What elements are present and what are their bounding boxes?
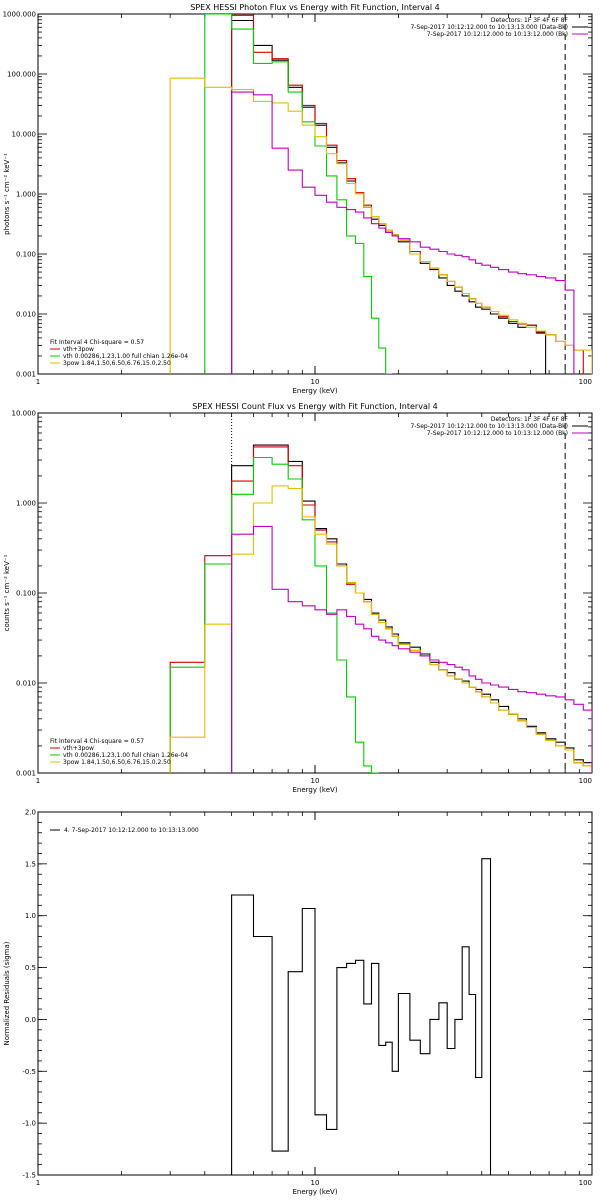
legend-entry: 7-Sep-2017 10:12:12.000 to 10:13:13.000 … [410, 423, 568, 430]
series-line-0 [231, 858, 492, 1175]
y-axis-label: counts s⁻¹ cm⁻² keV⁻¹ [3, 554, 11, 631]
y-tick-label: 0.001 [16, 371, 36, 379]
y-tick-label: 10.000 [12, 131, 37, 139]
y-tick-label: 100.000 [7, 71, 36, 79]
y-tick-label: 0.5 [25, 964, 36, 972]
series-line-1 [169, 446, 592, 773]
legend-entry: vth 0.00286,1.23,1.00 full chian 1.26e-0… [63, 752, 188, 759]
x-axis-label: Energy (keV) [292, 786, 337, 794]
legend-entry: Detectors: 1F 3F 4F 6F 8F [491, 17, 569, 24]
y-tick-label: 0.100 [16, 590, 36, 598]
legend-entry: Fit Interval 4 Chi-square = 0.57 [50, 738, 144, 745]
series-line-0 [231, 444, 592, 773]
series-line-0 [231, 19, 547, 374]
legend-entry: Detectors: 1F 3F 4F 6F 8F [491, 416, 569, 423]
x-axis-label: Energy (keV) [292, 1188, 337, 1196]
y-tick-label: 0.001 [16, 770, 36, 778]
y-tick-label: 0.0 [25, 1016, 36, 1024]
x-tick-label: 100 [579, 378, 592, 386]
y-tick-label: 1000.000 [3, 11, 36, 19]
legend-entry: vth 0.00286,1.23,1.00 full chian 1.26e-0… [63, 353, 188, 360]
y-tick-label: 0.100 [16, 251, 36, 259]
y-tick-label: -1.5 [22, 1172, 36, 1180]
x-tick-label: 10 [311, 378, 320, 386]
plot-area [169, 413, 592, 773]
residuals-panel: 1 10 100 Energy (keV) -1.5 -1.0 -0.5 0.0 0.5 1.0 1… [3, 809, 593, 1196]
x-tick-label: 100 [579, 1179, 592, 1187]
x-tick-label: 100 [579, 777, 592, 785]
y-tick-label: -1.0 [22, 1120, 36, 1128]
series-line-2 [204, 14, 393, 374]
chart-title: SPEX HESSI Count Flux vs Energy with Fit… [192, 402, 437, 411]
y-tick-label: 10.000 [12, 410, 37, 418]
photon-flux-panel: 1 10 100 Energy (keV) 0.001 0.010 0.100 1.000 10… [3, 3, 593, 395]
x-tick-label: 1 [36, 1179, 40, 1187]
y-tick-label: 0.010 [16, 311, 36, 319]
series-line-3 [169, 77, 592, 374]
legend-entry: 7-Sep-2017 10:12:12.000 to 10:13:13.000 … [410, 24, 568, 31]
y-tick-label: 2.0 [25, 809, 36, 817]
legend-entry: 7-Sep-2017 10:12:12.000 to 10:13:12.000 … [427, 430, 568, 437]
series-line-1 [231, 14, 584, 374]
chart-title: SPEX HESSI Photon Flux vs Energy with Fi… [190, 3, 440, 12]
legend-entry: 4. 7-Sep-2017 10:12:12.000 to 10:13:13.0… [64, 827, 199, 834]
x-axis-label: Energy (keV) [292, 387, 337, 395]
x-tick-label: 1 [36, 777, 40, 785]
y-tick-label: 1.000 [16, 500, 36, 508]
legend-entry: 3pow 1.84,1.50,6.50,6.76,15.0,2.50 [63, 360, 171, 367]
plot-area [231, 858, 492, 1175]
series-line-4 [231, 525, 592, 773]
plot-area [169, 14, 592, 374]
legend-entry: vth+3pow [63, 346, 94, 353]
legend-entry: vth+3pow [63, 745, 94, 752]
y-axis-label: photons s⁻¹ cm⁻² keV⁻¹ [3, 153, 11, 235]
y-tick-label: 1.5 [25, 860, 36, 868]
y-tick-label: 1.0 [25, 912, 36, 920]
y-tick-label: 0.010 [16, 680, 36, 688]
x-tick-label: 10 [311, 777, 320, 785]
x-tick-label: 1 [36, 378, 40, 386]
y-tick-label: -0.5 [22, 1068, 36, 1076]
count-flux-panel: 1 10 100 Energy (keV) 0.001 0.010 0.100 1.000 10… [3, 402, 593, 794]
y-axis-label: Normalized Residuals (sigma) [3, 941, 11, 1045]
legend-entry: 7-Sep-2017 10:12:12.000 to 10:13:12.000 … [427, 31, 568, 38]
plot-frame [37, 412, 593, 774]
x-tick-label: 10 [311, 1179, 320, 1187]
series-line-4 [231, 91, 575, 374]
series-line-3 [169, 485, 592, 773]
legend-entry: Fit Interval 4 Chi-square = 0.57 [50, 339, 144, 346]
series-line-2 [169, 456, 379, 773]
legend-entry: 3pow 1.84,1.50,6.50,6.76,15.0,2.50 [63, 759, 171, 766]
y-tick-label: 1.000 [16, 191, 36, 199]
